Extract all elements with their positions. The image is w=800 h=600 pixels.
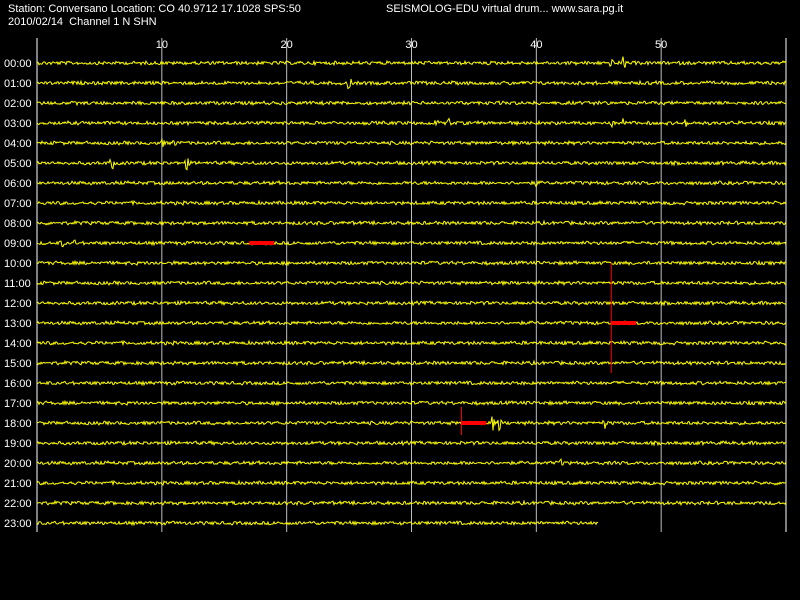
trace-row-1100	[36, 279, 787, 287]
trace-row-1400	[36, 339, 787, 347]
row-label-0100: 01:00	[4, 78, 32, 90]
event-marker-1	[249, 241, 275, 245]
row-label-1300: 13:00	[4, 318, 32, 330]
row-label-0000: 00:00	[4, 58, 32, 70]
row-label-1900: 19:00	[4, 438, 32, 450]
row-label-1200: 12:00	[4, 298, 32, 310]
row-label-0800: 08:00	[4, 218, 32, 230]
row-label-1400: 14:00	[4, 338, 32, 350]
row-label-0700: 07:00	[4, 198, 32, 210]
row-label-1100: 11:00	[4, 278, 31, 290]
trace-row-1300	[36, 319, 787, 326]
row-label-0400: 04:00	[4, 138, 32, 150]
site-info: SEISMOLOG-EDU virtual drum... www.sara.p…	[386, 3, 624, 15]
trace-row-1900	[36, 439, 787, 447]
trace-row-1200	[36, 299, 787, 307]
row-label-0600: 06:00	[4, 178, 32, 190]
trace-row-1700	[36, 399, 787, 407]
trace-row-0000	[36, 56, 787, 68]
x-tick-label-10: 10	[156, 39, 168, 51]
trace-row-1500	[36, 359, 787, 367]
trace-row-0900	[36, 239, 787, 248]
x-tick-label-40: 40	[530, 39, 542, 51]
trace-row-0800	[36, 219, 787, 227]
x-tick-label-50: 50	[655, 39, 667, 51]
row-label-0200: 02:00	[4, 98, 32, 110]
row-label-2100: 21:00	[4, 478, 32, 490]
trace-row-0400	[36, 137, 787, 147]
row-label-layer: 00:00 01:00 02:00 03:00 04:00 05:00 06:00 07:00…	[4, 58, 32, 530]
trace-layer	[36, 56, 787, 527]
trace-row-0700	[36, 199, 787, 207]
trace-row-0600	[36, 179, 787, 188]
trace-row-2200	[37, 499, 787, 507]
row-label-1000: 10:00	[4, 258, 32, 270]
row-label-1700: 17:00	[4, 398, 32, 410]
trace-row-1600	[36, 380, 787, 387]
trace-row-1800	[36, 416, 787, 432]
row-label-0900: 09:00	[4, 238, 32, 250]
row-label-1600: 16:00	[4, 378, 32, 390]
trace-row-0500	[36, 157, 787, 171]
trace-row-1000	[36, 259, 787, 267]
event-marker-2	[611, 321, 637, 325]
x-tick-label-30: 30	[405, 39, 417, 51]
x-tick-label-20: 20	[281, 39, 293, 51]
trace-row-0300	[36, 117, 787, 129]
date-channel-info: 2010/02/14 Channel 1 N SHN	[8, 16, 157, 28]
event-layer	[249, 241, 637, 435]
trace-row-2300	[36, 520, 599, 527]
event-marker-3	[461, 421, 487, 425]
row-label-2300: 23:00	[4, 518, 32, 530]
row-label-0500: 05:00	[4, 158, 32, 170]
grid-layer	[36, 38, 787, 532]
trace-row-0100	[36, 78, 787, 90]
row-label-2200: 22:00	[4, 498, 32, 510]
trace-row-0200	[36, 99, 787, 107]
row-label-0300: 03:00	[4, 118, 32, 130]
station-info: Station: Conversano Location: CO 40.9712…	[8, 3, 301, 15]
row-label-2000: 20:00	[4, 458, 32, 470]
trace-row-2100	[36, 479, 787, 487]
row-label-1500: 15:00	[4, 358, 32, 370]
trace-row-2000	[36, 458, 787, 466]
row-label-1800: 18:00	[4, 418, 32, 430]
tick-label-layer: 10 20 30 40 50	[156, 39, 668, 51]
